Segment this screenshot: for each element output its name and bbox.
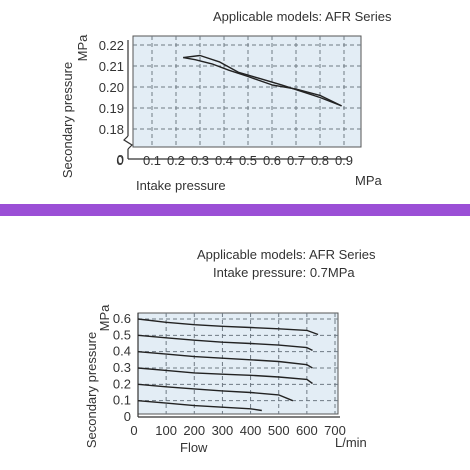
x-tick-label: 0.6 xyxy=(263,153,281,168)
chart-bottom-subtitle2: Intake pressure: 0.7MPa xyxy=(213,265,355,280)
x-tick-label: 0.2 xyxy=(167,153,185,168)
x-tick-label: 700 xyxy=(324,423,346,438)
chart-bottom-ylabel: Secondary pressure xyxy=(84,332,99,448)
y-tick-label: 0 xyxy=(117,152,124,167)
y-tick-label: 0.21 xyxy=(99,59,124,74)
chart-top-ylabel: Secondary pressure xyxy=(60,62,75,178)
x-tick-label: 0 xyxy=(116,153,123,168)
y-tick-label: 0.3 xyxy=(113,360,131,375)
y-tick-label: 0.22 xyxy=(99,38,124,53)
x-tick-label: 0.8 xyxy=(311,153,329,168)
x-tick-label: 0.9 xyxy=(335,153,353,168)
x-tick-label: 500 xyxy=(268,423,290,438)
series-line-1 xyxy=(183,54,342,107)
chart-bottom-xunit: L/min xyxy=(335,435,367,450)
series-line-4 xyxy=(137,367,313,385)
y-tick-label: 0.19 xyxy=(99,101,124,116)
x-tick-label: 0 xyxy=(130,423,137,438)
y-tick-label: 0.18 xyxy=(99,122,124,137)
chart-top: Applicable models: AFR Series 0 0.1 0.2 0.3… xyxy=(60,9,392,193)
chart-bottom-plot-area xyxy=(137,312,339,415)
y-tick-label: 0.20 xyxy=(99,80,124,95)
series-line-5 xyxy=(137,383,294,402)
chart-top-yunit: MPa xyxy=(75,34,90,62)
series-line-1 xyxy=(137,318,319,336)
y-tick-label: 0.4 xyxy=(113,344,131,359)
y-tick-label: 0.1 xyxy=(113,393,131,408)
series-line-3 xyxy=(137,351,313,369)
x-tick-label: 400 xyxy=(240,423,262,438)
chart-bottom-subtitle: Applicable models: AFR Series xyxy=(197,247,376,262)
x-tick-label: 0.3 xyxy=(191,153,209,168)
chart-top-xunit: MPa xyxy=(355,173,383,188)
series-line-2 xyxy=(183,56,342,107)
y-axis-break xyxy=(123,135,133,150)
y-tick-label: 0.6 xyxy=(113,311,131,326)
chart-top-xlabel: Intake pressure xyxy=(136,178,226,193)
x-tick-label: 300 xyxy=(212,423,234,438)
series-line-6 xyxy=(137,400,262,412)
chart-bottom-xlabel: Flow xyxy=(180,440,208,455)
x-tick-label: 0.4 xyxy=(215,153,233,168)
x-tick-label: 0.7 xyxy=(287,153,305,168)
chart-panel-top: Applicable models: AFR Series 0 0.1 0.2 0.3… xyxy=(0,0,470,200)
y-tick-label: 0.5 xyxy=(113,327,131,342)
section-divider xyxy=(0,204,470,216)
chart-panel-bottom: Applicable models: AFR Series Intake pre… xyxy=(0,222,470,470)
chart-top-plot-area xyxy=(132,35,362,148)
x-tick-label: 0.5 xyxy=(239,153,257,168)
chart-top-subtitle: Applicable models: AFR Series xyxy=(213,9,392,24)
chart-bottom-yunit: MPa xyxy=(97,304,112,332)
y-tick-label: 0.2 xyxy=(113,376,131,391)
series-line-2 xyxy=(137,334,313,352)
x-tick-label: 200 xyxy=(183,423,205,438)
chart-bottom: Applicable models: AFR Series Intake pre… xyxy=(84,247,376,455)
x-tick-label: 100 xyxy=(155,423,177,438)
x-tick-label: 0.1 xyxy=(143,153,161,168)
x-tick-label: 600 xyxy=(296,423,318,438)
y-tick-label: 0 xyxy=(124,409,131,424)
